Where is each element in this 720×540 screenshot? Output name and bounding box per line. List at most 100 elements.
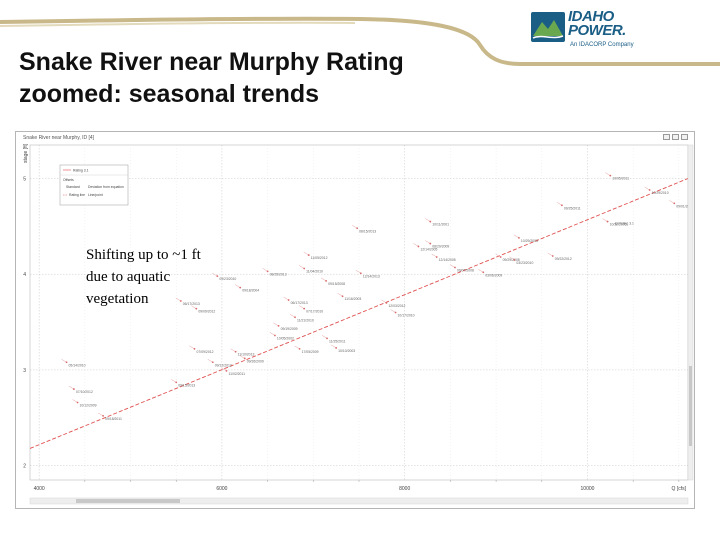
measurement-point[interactable] [303,267,306,270]
point-label: 11/05/2012 [311,256,328,260]
point-leader [605,172,611,176]
measurement-point[interactable] [394,311,397,314]
point-label: 11/10/2013 [238,353,255,357]
measurement-point[interactable] [325,280,327,282]
slide-title-line2: zoomed: seasonal trends [19,80,320,108]
measurement-point[interactable] [454,266,456,269]
measurement-point[interactable] [303,307,306,310]
measurement-point[interactable] [513,258,516,261]
point-leader [273,322,279,327]
swoosh-line [0,16,720,66]
rating-curve-label: Q:Rating 3.1 [615,222,634,226]
measurement-point[interactable] [518,236,520,239]
slide-title: Snake River near Murphy Rating zoomed: s… [19,46,489,110]
point-label: 09/09/2012 [198,310,215,314]
measurement-point[interactable] [65,361,68,364]
point-label: 09/12/2012 [215,363,232,367]
point-leader [495,253,501,258]
measurement-point[interactable] [341,295,344,298]
y-axis-ticks: 2 3 4 5 [23,177,26,470]
point-label: 10/11/2001 [432,223,449,227]
measurement-point[interactable] [385,302,388,304]
close-button[interactable] [681,134,688,140]
point-label: 08/29/2009 [432,245,449,249]
point-label: 17/05/2009 [302,350,319,354]
point-leader [449,264,456,268]
minimize-button[interactable] [663,134,670,140]
measurement-point[interactable] [560,204,563,207]
measurement-point[interactable] [179,300,182,302]
vertical-scroll-thumb[interactable] [689,366,692,446]
measurement-point[interactable] [216,275,219,278]
point-label: 09/01/2001 [676,204,693,208]
measurement-point[interactable] [102,414,105,417]
vertical-scrollbar[interactable] [687,144,694,481]
measurement-point[interactable] [225,369,228,372]
point-label: 07/09/2012 [197,350,214,354]
horizontal-scrollbar[interactable] [29,497,689,505]
measurement-point[interactable] [609,174,612,177]
point-leader [303,251,309,256]
point-leader [337,293,343,297]
point-leader [283,296,289,301]
point-leader [556,202,563,206]
logo-name-line1: IDAHO [568,8,614,25]
point-label: 09/25/2011 [564,206,581,210]
point-label: 11/25/2011 [329,339,346,343]
measurement-point[interactable] [356,227,359,230]
measurement-point[interactable] [435,256,438,258]
measurement-point[interactable] [195,307,198,310]
measurement-point[interactable] [326,337,328,340]
x-axis-label: Q [cfs] [672,486,687,492]
measurement-point[interactable] [359,272,362,275]
legend-rating-label: Rating 3.1 [73,169,89,173]
annotation-line2: due to aquatic [86,269,171,285]
measurement-point[interactable] [551,255,554,257]
measurement-point[interactable] [175,381,178,384]
point-label: 09/29/2008 [503,258,520,262]
point-leader [68,385,74,390]
measurement-point[interactable] [234,350,237,353]
measurement-point[interactable] [72,388,75,390]
measurement-point[interactable] [335,347,338,349]
measurement-point[interactable] [482,271,485,274]
measurement-point[interactable] [673,202,676,205]
point-leader [547,252,553,257]
point-leader [669,200,675,204]
point-leader [72,399,78,403]
measurement-point[interactable] [193,347,196,350]
point-leader [289,314,296,318]
measurement-point[interactable] [294,316,296,319]
point-leader [61,359,67,363]
point-label: 10/29/2003 [521,239,538,243]
measurement-point[interactable] [429,242,432,245]
measurement-point[interactable] [76,401,79,404]
vegetation-annotation: Shifting up to ~1 ft due to aquatic vege… [86,244,236,310]
y-tick-label: 3 [23,368,26,374]
measurement-point[interactable] [307,254,310,256]
measurement-point[interactable] [274,334,276,337]
point-label: 10/05/2011 [612,177,629,181]
measurement-point[interactable] [606,220,609,223]
x-tick-label: 4000 [34,486,45,492]
measurement-point[interactable] [499,256,502,258]
horizontal-scroll-thumb[interactable] [76,499,180,503]
measurement-point[interactable] [211,361,214,364]
measurement-point[interactable] [287,299,290,301]
point-leader [425,240,431,244]
logo-mountain-icon [531,12,565,42]
point-label: 03/23/2010 [516,261,533,265]
measurement-point[interactable] [266,270,269,273]
measurement-point[interactable] [648,189,651,191]
point-label: 09/15/2013 [178,383,195,387]
measurement-point[interactable] [298,347,301,350]
measurement-point[interactable] [277,325,280,327]
point-label: 12/14/2005 [439,258,456,262]
measurement-point[interactable] [417,245,420,248]
measurement-point[interactable] [429,220,432,223]
legend-header-col3: Deviation from equation [88,185,124,189]
measurement-point[interactable] [239,286,242,289]
annotation-line3: vegetation [86,291,149,307]
measurement-point[interactable] [243,357,246,360]
maximize-button[interactable] [672,134,679,140]
